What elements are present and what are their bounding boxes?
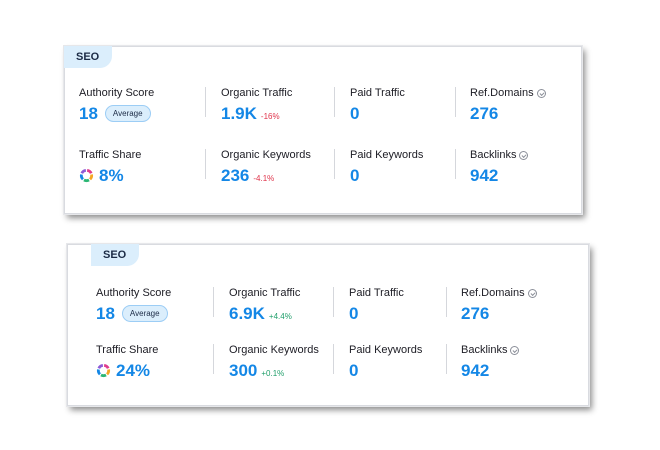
organic-keywords-label: Organic Keywords — [221, 149, 311, 161]
authority-score-badge: Average — [121, 305, 168, 322]
paid-keywords-value[interactable]: 0 — [349, 361, 359, 380]
donut-segment — [86, 168, 93, 175]
donut-segment — [80, 168, 87, 175]
donut-segment — [103, 363, 110, 370]
backlinks-label: Backlinks — [461, 344, 508, 356]
organic-keywords-change: -4.1% — [253, 174, 275, 183]
seo-card-1: SEO Authority Score 18 Average Organic T… — [64, 46, 582, 214]
info-circle-icon[interactable] — [519, 150, 529, 160]
organic-traffic-label: Organic Traffic — [221, 87, 293, 99]
ref-domains-label: Ref.Domains — [470, 87, 534, 99]
divider — [334, 149, 335, 179]
donut-chart-icon — [96, 363, 111, 378]
paid-traffic-label: Paid Traffic — [349, 287, 404, 299]
organic-traffic-value[interactable]: 6.9K — [229, 304, 265, 323]
info-circle-icon[interactable] — [536, 88, 546, 98]
donut-segment — [97, 363, 104, 370]
organic-traffic-metric: Organic Traffic 1.9K -16% — [221, 87, 292, 124]
paid-traffic-label: Paid Traffic — [350, 87, 405, 99]
organic-traffic-label: Organic Traffic — [229, 287, 301, 299]
traffic-share-label: Traffic Share — [96, 344, 159, 356]
authority-score-metric: Authority Score 18 Average — [96, 287, 171, 325]
divider — [213, 344, 214, 374]
paid-keywords-metric: Paid Keywords 0 — [349, 344, 422, 381]
donut-segment — [79, 174, 85, 181]
seo-tag: SEO — [64, 46, 112, 68]
traffic-share-metric: Traffic Share 24% — [96, 344, 158, 381]
traffic-share-metric: Traffic Share 8% — [79, 149, 141, 186]
backlinks-metric: Backlinks 942 — [470, 149, 529, 186]
donut-segment — [96, 369, 102, 376]
paid-keywords-label: Paid Keywords — [349, 344, 423, 356]
donut-chart-icon — [79, 168, 94, 183]
authority-score-label: Authority Score — [79, 87, 155, 99]
divider — [213, 287, 214, 317]
paid-keywords-label: Paid Keywords — [350, 149, 424, 161]
organic-traffic-metric: Organic Traffic 6.9K +4.4% — [229, 287, 300, 324]
authority-score-badge: Average — [104, 105, 151, 122]
organic-keywords-metric: Organic Keywords 300 +0.1% — [229, 344, 319, 381]
divider — [205, 87, 206, 117]
donut-segment — [100, 373, 107, 378]
ref-domains-metric: Ref.Domains 276 — [461, 287, 537, 324]
backlinks-value[interactable]: 942 — [461, 361, 490, 380]
paid-keywords-metric: Paid Keywords 0 — [350, 149, 423, 186]
ref-domains-label: Ref.Domains — [461, 287, 525, 299]
ref-domains-value[interactable]: 276 — [461, 304, 490, 323]
divider — [205, 149, 206, 179]
seo-card-2: SEO Authority Score 18 Average Organic T… — [67, 244, 589, 406]
organic-traffic-value[interactable]: 1.9K — [221, 104, 257, 123]
paid-traffic-metric: Paid Traffic 0 — [350, 87, 405, 124]
backlinks-label: Backlinks — [470, 149, 517, 161]
organic-keywords-metric: Organic Keywords 236 -4.1% — [221, 149, 311, 186]
authority-score-value[interactable]: 18 — [96, 304, 115, 323]
seo-tag: SEO — [91, 244, 139, 266]
traffic-share-label: Traffic Share — [79, 149, 142, 161]
traffic-share-value: 8% — [99, 166, 124, 185]
organic-keywords-change: +0.1% — [261, 369, 285, 378]
organic-keywords-value[interactable]: 300 — [229, 361, 258, 380]
paid-traffic-metric: Paid Traffic 0 — [349, 287, 404, 324]
info-circle-icon[interactable] — [527, 288, 537, 298]
donut-segment — [83, 178, 90, 183]
divider — [455, 149, 456, 179]
paid-traffic-value[interactable]: 0 — [349, 304, 359, 323]
authority-score-metric: Authority Score 18 Average — [79, 87, 154, 125]
paid-traffic-value[interactable]: 0 — [350, 104, 360, 123]
backlinks-metric: Backlinks 942 — [461, 344, 520, 381]
donut-segment — [88, 174, 94, 181]
organic-keywords-label: Organic Keywords — [229, 344, 319, 356]
backlinks-value[interactable]: 942 — [470, 166, 499, 185]
divider — [446, 287, 447, 317]
donut-segment — [105, 369, 111, 376]
paid-keywords-value[interactable]: 0 — [350, 166, 360, 185]
ref-domains-metric: Ref.Domains 276 — [470, 87, 546, 124]
authority-score-value[interactable]: 18 — [79, 104, 98, 123]
divider — [334, 87, 335, 117]
divider — [333, 344, 334, 374]
divider — [455, 87, 456, 117]
divider — [333, 287, 334, 317]
authority-score-label: Authority Score — [96, 287, 172, 299]
ref-domains-value[interactable]: 276 — [470, 104, 499, 123]
info-circle-icon[interactable] — [510, 345, 520, 355]
organic-traffic-change: +4.4% — [268, 312, 292, 321]
organic-keywords-value[interactable]: 236 — [221, 166, 250, 185]
organic-traffic-change: -16% — [260, 112, 280, 121]
divider — [446, 344, 447, 374]
traffic-share-value: 24% — [116, 361, 151, 380]
